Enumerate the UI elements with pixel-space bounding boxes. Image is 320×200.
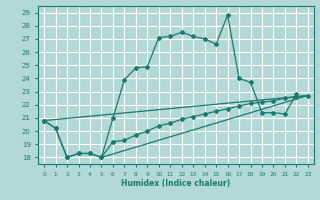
X-axis label: Humidex (Indice chaleur): Humidex (Indice chaleur) <box>121 179 231 188</box>
